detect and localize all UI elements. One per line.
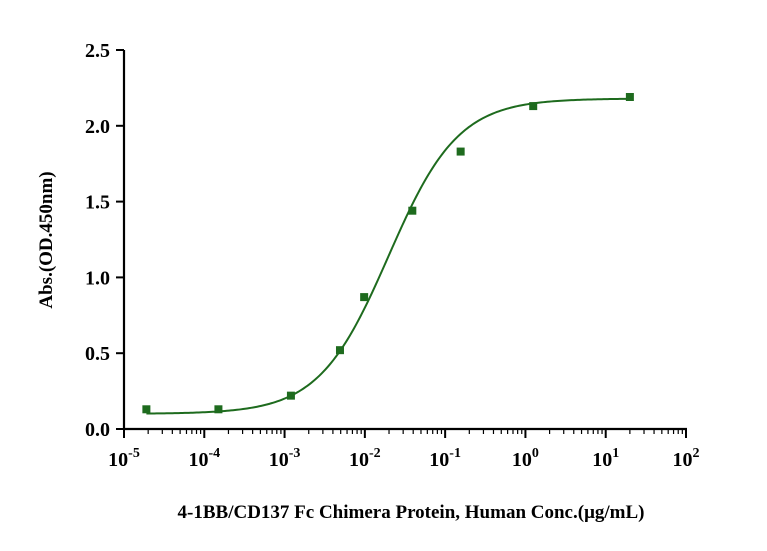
data-point	[529, 102, 538, 111]
data-point	[456, 147, 465, 156]
data-point	[408, 206, 417, 215]
axes	[122, 50, 687, 431]
data-points	[142, 92, 634, 414]
data-point	[214, 405, 223, 414]
y-tick-label: 1.0	[85, 267, 110, 289]
data-point	[335, 346, 344, 355]
x-tick-label: 10-1	[429, 446, 461, 471]
x-tick-label: 10-4	[188, 446, 220, 471]
y-ticks: 0.0 0.5 1.0 1.5 2.0 2.5	[85, 40, 124, 441]
y-tick-label: 2.0	[85, 116, 110, 138]
y-axis-label: Abs.(OD.450nm)	[36, 171, 57, 308]
x-tick-label: 10-3	[269, 446, 301, 471]
x-tick-label: 101	[592, 446, 619, 471]
y-tick-label: 2.5	[85, 40, 110, 62]
y-tick-label: 0.5	[85, 343, 110, 365]
fit-curve	[146, 97, 630, 415]
x-tick-label: 10-2	[349, 446, 381, 471]
x-tick-label: 102	[673, 446, 700, 471]
y-tick-label: 1.5	[85, 192, 110, 214]
x-axis-label: 4-1BB/CD137 Fc Chimera Protein, Human Co…	[178, 502, 645, 523]
data-point	[360, 293, 369, 302]
y-tick-label: 0.0	[85, 419, 110, 441]
x-ticks: 10-5 10-4 10-3 10-2 10-1 100 101 102	[108, 429, 700, 471]
data-point	[142, 405, 151, 414]
data-point	[625, 92, 634, 101]
x-tick-label: 100	[512, 446, 539, 471]
data-point	[286, 391, 295, 400]
x-tick-label: 10-5	[108, 446, 140, 471]
